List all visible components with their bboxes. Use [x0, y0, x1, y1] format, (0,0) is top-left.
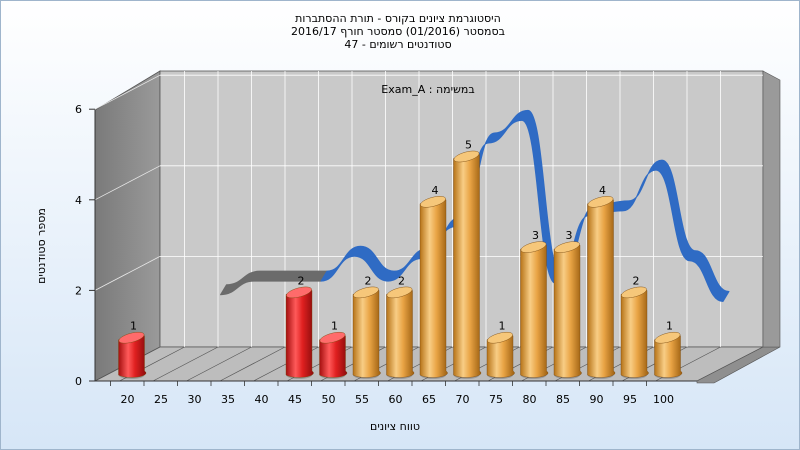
bar: 2 [620, 274, 649, 379]
bar: 1 [486, 320, 515, 379]
bar: 4 [587, 184, 616, 379]
bar-top [654, 332, 681, 344]
bar: 1 [118, 320, 147, 379]
bar-top [587, 196, 614, 208]
bars: 1 2 1 2 2 4 5 1 3 3 4 2 1 [118, 139, 683, 379]
bar-body [319, 335, 348, 378]
bar-body [486, 335, 515, 378]
floor-line [152, 346, 219, 382]
title-line-3: סטודנטים רשומים - 47 [344, 38, 451, 51]
y-axis-label: מספר סטודנטים [35, 208, 48, 284]
x-tick-label: 75 [489, 393, 503, 406]
bar-top [118, 332, 145, 344]
floor-line [219, 346, 286, 382]
bar-body [654, 335, 683, 378]
bar: 2 [352, 274, 381, 379]
bar-data-label: 2 [633, 274, 640, 287]
x-tick-label: 45 [288, 393, 302, 406]
right-wall-edge [762, 70, 781, 348]
bar-body [285, 290, 314, 378]
y-tick-label: 0 [75, 375, 82, 388]
bar: 2 [386, 274, 415, 379]
bar-data-label: 4 [432, 184, 439, 197]
bar-data-label: 4 [599, 184, 606, 197]
y-tick-label: 4 [75, 194, 82, 207]
x-tick-label: 80 [523, 393, 537, 406]
bar: 1 [319, 320, 348, 379]
y-axis-ticks: 0 2 4 6 [75, 103, 95, 388]
inner-caption: במשימה : Exam_A [381, 83, 474, 96]
grid-line-side [94, 256, 161, 291]
bar-top [386, 286, 413, 299]
bar-body [118, 335, 147, 378]
x-tick-label: 30 [188, 393, 202, 406]
bar: 5 [453, 139, 482, 379]
bar-data-label: 2 [365, 274, 372, 287]
x-tick-label: 40 [255, 393, 269, 406]
bar: 3 [520, 229, 549, 379]
bar-data-label: 2 [398, 274, 405, 287]
bar-body [352, 290, 381, 378]
x-tick-label: 65 [422, 393, 436, 406]
bar-body [419, 199, 448, 378]
x-tick-label: 60 [389, 393, 403, 406]
bar: 3 [553, 229, 582, 379]
x-tick-label: 85 [556, 393, 570, 406]
bar-body [386, 290, 415, 378]
x-tick-label: 25 [154, 393, 168, 406]
bar-body [453, 154, 482, 378]
chart-title: היסטוגרמת ציונים בקורס - תורת ההסתברות ב… [291, 12, 505, 51]
bar-top [453, 150, 480, 163]
x-axis-ticks: 20 25 30 35 40 45 50 55 60 65 70 75 80 85 90 95 100 [110, 381, 674, 406]
x-tick-label: 100 [653, 393, 674, 406]
grid-line-side [94, 165, 161, 201]
x-tick-label: 35 [221, 393, 235, 406]
bar-top [487, 332, 513, 344]
bar-top [554, 241, 580, 253]
bar-body [620, 290, 649, 378]
bar-data-label: 5 [465, 139, 472, 152]
bar: 4 [419, 184, 448, 379]
bar-top [286, 286, 312, 299]
bar-top [420, 196, 446, 208]
bar-data-label: 1 [666, 320, 673, 333]
axes [94, 110, 697, 382]
x-tick-label: 95 [623, 393, 637, 406]
bar-top [319, 332, 346, 344]
bar-top [520, 241, 547, 253]
x-tick-label: 70 [456, 393, 470, 406]
x-axis-label: טווח ציונים [370, 420, 420, 433]
floor-line [186, 346, 252, 382]
floor-front-edge [696, 346, 781, 384]
x-tick-label: 90 [590, 393, 604, 406]
bar-body [587, 199, 616, 378]
bar-data-label: 1 [331, 320, 338, 333]
bar-data-label: 2 [298, 274, 305, 287]
bar-data-label: 1 [499, 320, 506, 333]
title-line-2: בסמסטר (01/2016) סמסטר חורף 2016/17 [291, 25, 505, 38]
grid-line-side [94, 74, 161, 110]
bar-top [621, 286, 647, 299]
bar-data-label: 3 [566, 229, 573, 242]
bar-data-label: 3 [532, 229, 539, 242]
title-line-1: היסטוגרמת ציונים בקורס - תורת ההסתברות [295, 12, 501, 25]
x-tick-label: 20 [121, 393, 135, 406]
bar-body [520, 244, 549, 378]
x-tick-label: 55 [355, 393, 369, 406]
bar-top [353, 286, 379, 299]
bar-data-label: 1 [130, 320, 137, 333]
x-tick-label: 50 [322, 393, 336, 406]
y-tick-label: 2 [75, 284, 82, 297]
y-tick-label: 6 [75, 103, 82, 116]
bar: 2 [285, 274, 314, 379]
bar-body [553, 244, 582, 378]
bar: 1 [654, 320, 683, 379]
